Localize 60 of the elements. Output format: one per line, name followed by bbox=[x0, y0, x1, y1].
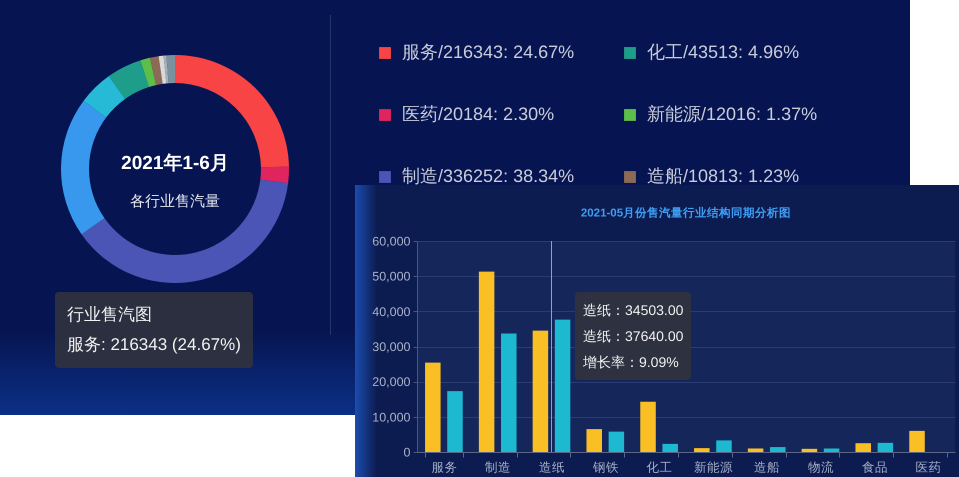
y-tick-label: 10,000 bbox=[372, 410, 411, 424]
donut-slice bbox=[81, 180, 288, 283]
annotation: 增长率：9.09% bbox=[583, 353, 680, 372]
x-tick-label: 钢铁 bbox=[592, 460, 619, 474]
legend-label: 造船/10813: 1.23% bbox=[647, 166, 800, 186]
y-tick-label: 0 bbox=[404, 446, 411, 460]
x-tick-label: 化工 bbox=[646, 460, 673, 474]
bar bbox=[501, 333, 517, 452]
bar bbox=[554, 320, 570, 452]
donut-slice bbox=[166, 55, 175, 84]
x-tick-label: 医药 bbox=[916, 460, 942, 474]
donut-slice bbox=[61, 100, 106, 234]
y-tick-label: 30,000 bbox=[372, 340, 411, 354]
bar bbox=[770, 447, 786, 452]
bar bbox=[640, 402, 656, 452]
legend-label: 服务/216343: 24.67% bbox=[402, 42, 574, 62]
bar bbox=[878, 442, 894, 452]
donut-slice bbox=[108, 60, 149, 99]
chart-title: 2021-05月份售汽量行业结构同期分析图 bbox=[580, 206, 792, 220]
donut-slice bbox=[140, 58, 156, 88]
donut-slice bbox=[158, 56, 166, 84]
legend-label: 制造/336252: 38.34% bbox=[402, 166, 574, 186]
bar bbox=[824, 448, 840, 452]
text: 2021年1-6月 bbox=[121, 153, 229, 174]
y-tick-label: 50,000 bbox=[372, 270, 411, 284]
x-tick-label: 造船 bbox=[754, 460, 780, 474]
bar bbox=[802, 448, 818, 452]
y-tick-label: 20,000 bbox=[372, 375, 411, 390]
bar bbox=[478, 272, 494, 452]
bar bbox=[909, 430, 925, 452]
y-tick-label: 60,000 bbox=[372, 234, 411, 248]
x-tick-label: 造纸 bbox=[539, 460, 565, 474]
bar bbox=[748, 448, 764, 452]
bar bbox=[447, 391, 463, 452]
donut-slice bbox=[150, 56, 163, 86]
x-tick-label: 食品 bbox=[862, 460, 888, 474]
bar bbox=[586, 429, 602, 452]
tooltip: 造纸：34503.00 造纸：37640.00 增长率：9.09% bbox=[575, 292, 692, 380]
legend-label: 新能源/12016: 1.37% bbox=[647, 104, 818, 124]
bar bbox=[855, 443, 871, 452]
bar bbox=[716, 440, 732, 452]
x-tick-label: 服务 bbox=[431, 460, 458, 474]
x-tick-label: 制造 bbox=[485, 460, 512, 474]
text: 各行业售汽量 bbox=[130, 193, 220, 210]
donut-slice bbox=[164, 55, 169, 84]
legend-label: 医药/20184: 2.30% bbox=[402, 104, 554, 124]
bar bbox=[532, 330, 548, 452]
donut-slice bbox=[84, 76, 126, 118]
y-tick-label: 40,000 bbox=[372, 304, 411, 319]
annotation: 造纸：37640.00 bbox=[583, 327, 684, 346]
tooltip: 行业售汽图 服务: 216343 (24.67%) bbox=[55, 292, 253, 368]
bar bbox=[694, 448, 710, 452]
bar bbox=[608, 432, 624, 452]
x-tick-label: 新能源 bbox=[694, 460, 733, 474]
bar bbox=[662, 444, 678, 452]
annotation: 造纸：34503.00 bbox=[583, 301, 684, 320]
donut-slice bbox=[260, 166, 289, 184]
x-tick-label: 物流 bbox=[808, 460, 834, 474]
legend-label: 化工/43513: 4.96% bbox=[647, 42, 800, 62]
bar bbox=[425, 362, 441, 452]
